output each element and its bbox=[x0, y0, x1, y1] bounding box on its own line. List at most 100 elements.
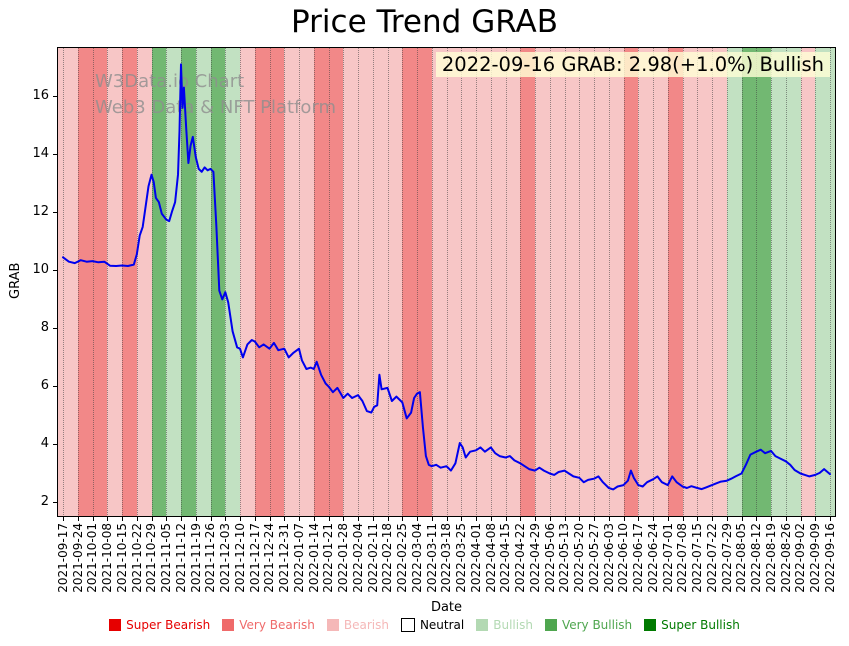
x-tick-label: 2021-12-31 bbox=[276, 523, 291, 593]
x-tick-label: 2022-07-22 bbox=[704, 523, 719, 593]
sentiment-band bbox=[594, 47, 609, 517]
x-tick-label: 2021-10-22 bbox=[129, 523, 144, 593]
legend-label: Bearish bbox=[343, 618, 389, 632]
grid-line bbox=[92, 47, 94, 517]
x-tick-mark bbox=[726, 517, 728, 521]
x-tick-label: 2022-08-05 bbox=[734, 523, 748, 593]
x-tick-mark bbox=[328, 517, 330, 521]
grid-line bbox=[77, 47, 79, 517]
x-tick-mark bbox=[667, 517, 669, 521]
x-tick-mark bbox=[372, 517, 374, 521]
sentiment-band bbox=[726, 47, 742, 517]
x-tick-label: 2022-01-07 bbox=[291, 523, 306, 593]
x-tick-label: 2021-09-17 bbox=[55, 523, 70, 593]
grid-line bbox=[490, 47, 492, 517]
x-tick-label: 2022-08-12 bbox=[748, 523, 763, 593]
x-tick-mark bbox=[195, 517, 197, 521]
x-tick-mark bbox=[653, 517, 654, 521]
grid-line bbox=[815, 47, 817, 517]
sentiment-band bbox=[431, 47, 447, 517]
grid-line bbox=[166, 47, 168, 517]
x-tick-label: 2021-11-26 bbox=[203, 523, 217, 593]
sentiment-band bbox=[343, 47, 358, 517]
grid-line bbox=[785, 47, 787, 517]
x-tick-mark bbox=[830, 517, 831, 521]
sentiment-band bbox=[92, 47, 108, 517]
sentiment-band bbox=[608, 47, 624, 517]
y-tick-label: 16 bbox=[32, 88, 49, 104]
grid-line bbox=[299, 47, 300, 517]
x-tick-label: 2022-05-27 bbox=[586, 523, 601, 593]
x-tick-mark bbox=[343, 517, 345, 521]
grid-line bbox=[225, 47, 227, 517]
sentiment-band bbox=[240, 47, 255, 517]
legend-swatch bbox=[544, 619, 557, 631]
y-axis-label: GRAB bbox=[8, 262, 23, 299]
grid-line bbox=[549, 47, 551, 517]
legend-item: Neutral bbox=[400, 618, 465, 632]
x-tick-label: 2021-09-24 bbox=[70, 523, 85, 593]
grid-line bbox=[461, 47, 463, 517]
price-line bbox=[62, 63, 831, 491]
grid-line bbox=[195, 47, 197, 517]
x-tick-label: 2022-02-18 bbox=[380, 523, 394, 593]
y-tick-label: 6 bbox=[40, 378, 49, 394]
x-tick-mark bbox=[520, 517, 522, 521]
x-tick-label: 2022-02-25 bbox=[394, 523, 409, 593]
grid-line bbox=[417, 47, 418, 517]
grid-line bbox=[682, 47, 684, 517]
sentiment-band bbox=[299, 47, 314, 517]
grid-line bbox=[726, 47, 728, 517]
grid-line bbox=[476, 47, 477, 517]
sentiment-band bbox=[476, 47, 491, 517]
sentiment-band bbox=[638, 47, 653, 517]
legend-swatch bbox=[644, 619, 657, 631]
y-tick-label: 4 bbox=[40, 436, 49, 452]
x-tick-mark bbox=[210, 517, 212, 521]
grid-line bbox=[712, 47, 713, 517]
x-tick-label: 2022-02-11 bbox=[365, 523, 380, 593]
x-tick-mark bbox=[225, 517, 227, 521]
sentiment-band bbox=[77, 47, 93, 517]
x-tick-mark bbox=[269, 517, 271, 521]
x-tick-mark bbox=[402, 517, 404, 521]
sentiment-band bbox=[284, 47, 299, 517]
sentiment-band bbox=[57, 47, 78, 517]
chart-title: Price Trend GRAB bbox=[291, 4, 558, 40]
x-tick-label: 2022-05-20 bbox=[571, 523, 586, 593]
x-tick-mark bbox=[92, 517, 94, 521]
grid-line bbox=[535, 47, 536, 517]
x-tick-mark bbox=[181, 517, 182, 521]
x-tick-mark bbox=[594, 517, 595, 521]
sentiment-band bbox=[122, 47, 137, 517]
x-tick-label: 2022-02-04 bbox=[350, 523, 365, 593]
x-tick-label: 2021-10-08 bbox=[99, 523, 114, 593]
x-tick-mark bbox=[756, 517, 758, 521]
x-tick-label: 2021-11-05 bbox=[158, 523, 173, 593]
grid-line bbox=[313, 47, 315, 517]
sentiment-band bbox=[579, 47, 594, 517]
grid-line bbox=[210, 47, 212, 517]
x-tick-label: 2022-01-21 bbox=[321, 523, 335, 593]
grid-line bbox=[63, 47, 64, 517]
plot-area: W3Data.io Chart Web3 Data & NFT Platform… bbox=[57, 47, 836, 517]
grid-line bbox=[269, 47, 271, 517]
x-tick-mark bbox=[136, 517, 138, 521]
x-tick-mark bbox=[431, 517, 433, 521]
legend-label: Neutral bbox=[419, 618, 465, 632]
grid-line bbox=[431, 47, 433, 517]
y-tick-label: 8 bbox=[40, 320, 49, 336]
legend-label: Very Bullish bbox=[561, 618, 633, 632]
y-tick-label: 14 bbox=[32, 146, 49, 162]
sentiment-band bbox=[800, 47, 816, 517]
sentiment-band bbox=[549, 47, 565, 517]
x-tick-label: 2021-10-29 bbox=[144, 523, 158, 593]
grid-line bbox=[446, 47, 448, 517]
watermark-line2: Web3 Data & NFT Platform bbox=[95, 97, 337, 119]
sentiment-band bbox=[535, 47, 550, 517]
grid-line bbox=[122, 47, 123, 517]
x-tick-label: 2021-11-19 bbox=[188, 523, 203, 593]
sentiment-band bbox=[712, 47, 727, 517]
sentiment-band bbox=[181, 47, 196, 517]
sentiment-band bbox=[564, 47, 580, 517]
